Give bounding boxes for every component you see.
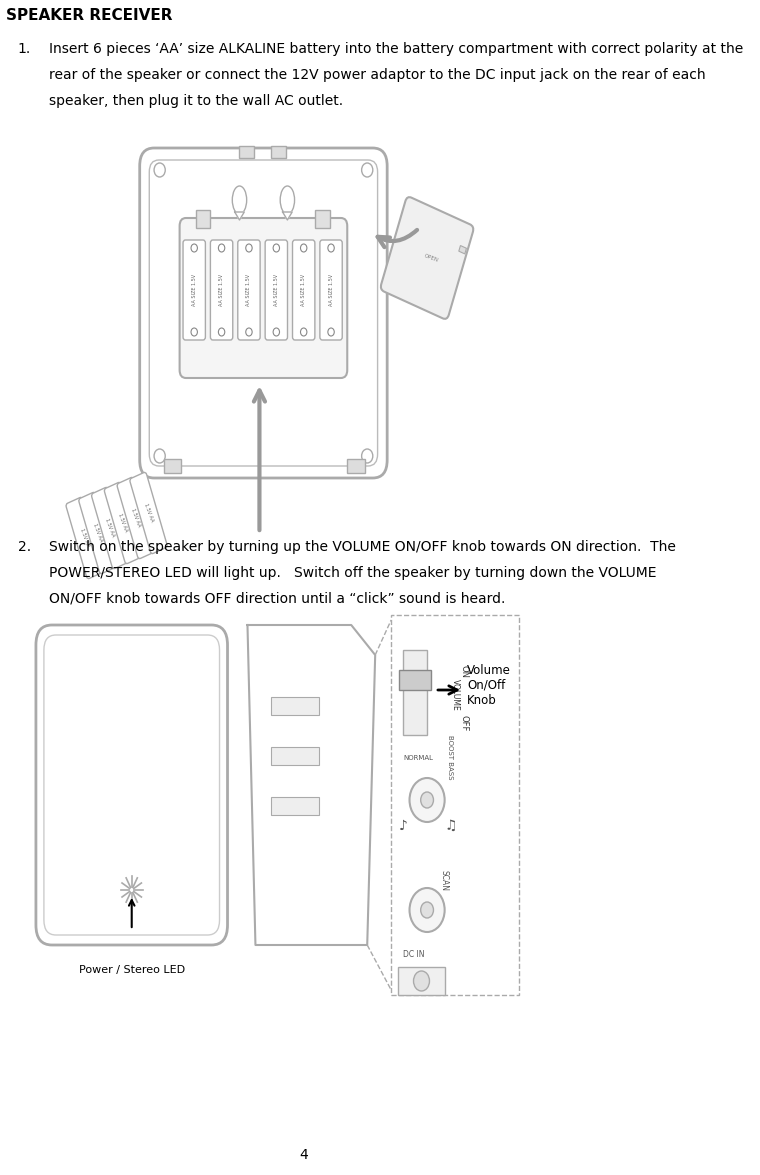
Text: Insert 6 pieces ‘AA’ size ALKALINE battery into the battery compartment with cor: Insert 6 pieces ‘AA’ size ALKALINE batte… (49, 42, 744, 56)
Polygon shape (248, 625, 375, 945)
Circle shape (300, 244, 307, 251)
FancyBboxPatch shape (140, 148, 387, 478)
Circle shape (410, 778, 445, 822)
Polygon shape (235, 212, 244, 220)
Text: ON/OFF knob towards OFF direction until a “click” sound is heard.: ON/OFF knob towards OFF direction until … (49, 592, 506, 606)
Text: 1.5V AA: 1.5V AA (143, 503, 154, 523)
Text: DC IN: DC IN (403, 951, 425, 959)
FancyBboxPatch shape (183, 240, 205, 340)
Text: BOOST BASS: BOOST BASS (447, 736, 453, 779)
Text: speaker, then plug it to the wall AC outlet.: speaker, then plug it to the wall AC out… (49, 94, 344, 108)
Circle shape (328, 328, 334, 336)
Circle shape (245, 328, 252, 336)
Circle shape (191, 328, 198, 336)
Circle shape (328, 244, 334, 251)
FancyBboxPatch shape (117, 477, 154, 558)
Bar (403, 650, 427, 736)
Circle shape (273, 328, 280, 336)
Text: OFF: OFF (459, 716, 468, 731)
Bar (271, 697, 319, 716)
Bar (271, 797, 319, 815)
Circle shape (362, 163, 373, 177)
Bar (391, 615, 519, 995)
FancyBboxPatch shape (66, 497, 103, 578)
Bar (399, 670, 431, 690)
Bar (271, 146, 286, 157)
Circle shape (362, 449, 373, 463)
Text: ON: ON (459, 665, 468, 678)
Text: 1.: 1. (17, 42, 31, 56)
Bar (195, 210, 210, 228)
Text: SPEAKER RECEIVER: SPEAKER RECEIVER (6, 8, 173, 24)
Bar (459, 246, 467, 254)
Text: AA SIZE 1.5V: AA SIZE 1.5V (192, 274, 197, 306)
Circle shape (273, 244, 280, 251)
FancyBboxPatch shape (104, 483, 141, 564)
Circle shape (191, 244, 198, 251)
Text: 1.5V AA: 1.5V AA (117, 513, 128, 533)
Text: 1.5V AA: 1.5V AA (92, 523, 103, 543)
Text: OPEN: OPEN (423, 253, 439, 263)
Text: 1.5V AA: 1.5V AA (104, 518, 116, 538)
Text: NORMAL: NORMAL (403, 756, 433, 761)
Circle shape (421, 792, 433, 808)
Bar (271, 747, 319, 765)
Ellipse shape (280, 186, 295, 214)
Circle shape (154, 449, 165, 463)
Ellipse shape (233, 186, 247, 214)
FancyBboxPatch shape (92, 488, 128, 569)
Bar (239, 146, 254, 157)
FancyBboxPatch shape (265, 240, 287, 340)
Bar (163, 459, 181, 474)
FancyBboxPatch shape (130, 472, 167, 553)
Text: 1.5V AA: 1.5V AA (79, 528, 90, 548)
Text: VOLUME: VOLUME (451, 679, 460, 711)
Text: 4: 4 (299, 1148, 308, 1162)
FancyBboxPatch shape (211, 240, 233, 340)
Circle shape (218, 244, 225, 251)
Circle shape (410, 888, 445, 932)
FancyBboxPatch shape (36, 625, 227, 945)
FancyBboxPatch shape (293, 240, 315, 340)
Circle shape (245, 244, 252, 251)
Text: Switch on the speaker by turning up the VOLUME ON/OFF knob towards ON direction.: Switch on the speaker by turning up the … (49, 540, 676, 553)
FancyBboxPatch shape (79, 492, 116, 573)
Text: POWER/STEREO LED will light up.   Switch off the speaker by turning down the VOL: POWER/STEREO LED will light up. Switch o… (49, 566, 657, 580)
Text: Power / Stereo LED: Power / Stereo LED (78, 965, 185, 975)
FancyBboxPatch shape (381, 197, 473, 318)
Text: 1.5V AA: 1.5V AA (130, 508, 141, 528)
FancyBboxPatch shape (149, 160, 378, 466)
Bar (397, 967, 445, 995)
FancyBboxPatch shape (238, 240, 260, 340)
Circle shape (413, 971, 429, 991)
Text: ♪: ♪ (399, 819, 407, 833)
Text: AA SIZE 1.5V: AA SIZE 1.5V (328, 274, 334, 306)
Circle shape (218, 328, 225, 336)
Text: ♫: ♫ (445, 819, 458, 833)
Bar (315, 210, 330, 228)
Text: Volume
On/Off
Knob: Volume On/Off Knob (467, 664, 511, 706)
Text: AA SIZE 1.5V: AA SIZE 1.5V (246, 274, 252, 306)
Text: 2.: 2. (17, 540, 30, 553)
Text: SCAN: SCAN (439, 870, 448, 891)
Polygon shape (283, 212, 292, 220)
Circle shape (421, 902, 433, 918)
Text: rear of the speaker or connect the 12V power adaptor to the DC input jack on the: rear of the speaker or connect the 12V p… (49, 68, 706, 82)
Circle shape (154, 163, 165, 177)
FancyBboxPatch shape (44, 634, 220, 935)
Text: AA SIZE 1.5V: AA SIZE 1.5V (219, 274, 224, 306)
Circle shape (300, 328, 307, 336)
Bar (347, 459, 365, 474)
Text: AA SIZE 1.5V: AA SIZE 1.5V (274, 274, 279, 306)
FancyBboxPatch shape (320, 240, 342, 340)
Text: AA SIZE 1.5V: AA SIZE 1.5V (301, 274, 306, 306)
FancyBboxPatch shape (179, 219, 347, 378)
Text: ⊖⊕⊖: ⊖⊕⊖ (403, 965, 424, 974)
